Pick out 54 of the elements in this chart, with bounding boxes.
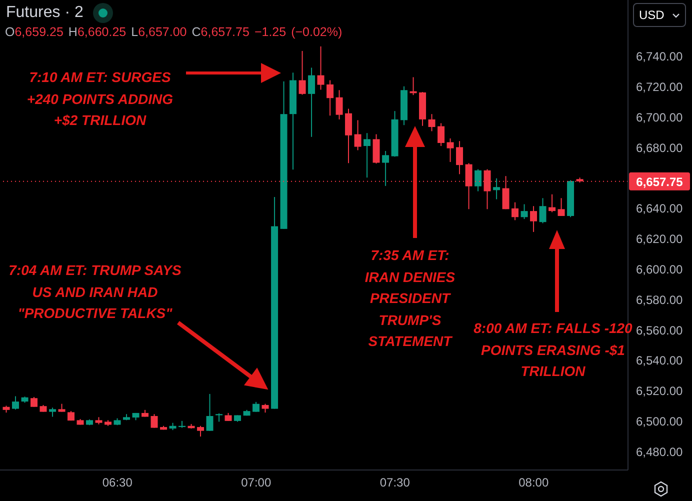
candlestick (446, 138, 454, 162)
candlestick (428, 114, 436, 132)
y-tick-label: 6,500.00 (636, 414, 684, 429)
y-tick-label: 6,580.00 (636, 292, 684, 307)
currency-dropdown: USD (633, 3, 686, 27)
y-tick-label: 6,560.00 (636, 323, 684, 338)
ref-line-label: 6,657.75 (636, 174, 684, 189)
candlestick (326, 80, 334, 116)
candlestick (548, 194, 556, 213)
annotation: 7:35 AM ET: IRAN DENIES PRESIDENT TRUMP'S STATEMENT (364, 246, 456, 351)
candlestick (12, 396, 20, 410)
y-tick-label: 6,600.00 (636, 262, 684, 276)
x-tick-label: 07:00 (241, 476, 272, 490)
text: O6,659.25 H6,660.25 L6,657.00 C6,657.75 −1.25 (−0.02%) (5, 25, 342, 39)
candlestick (364, 132, 371, 178)
x-tick-label: 07:30 (380, 476, 410, 490)
candlestick (354, 120, 362, 151)
x-tick-label: 08:00 (518, 476, 549, 490)
candlestick (197, 425, 204, 438)
candlestick (372, 134, 380, 164)
candlestick (493, 178, 500, 200)
candlestick (539, 198, 546, 224)
y-tick-label: 6,640.00 (636, 202, 684, 216)
candlestick (512, 202, 519, 221)
candlestick (336, 90, 343, 120)
candlestick (317, 46, 324, 90)
candlestick (308, 67, 316, 138)
annotation: 7:04 AM ET: TRUMP SAYS US AND IRAN HAD "PRODUCTIVE TALKS" (8, 261, 182, 323)
candlestick (530, 206, 538, 232)
candlestick (49, 407, 56, 418)
candlestick (150, 414, 158, 428)
candlestick (206, 393, 214, 432)
candlestick (30, 396, 38, 408)
y-tick-label: 6,680.00 (636, 140, 684, 155)
y-tick-label: 6,480.00 (636, 445, 684, 460)
candlestick (345, 108, 352, 164)
candlestick (520, 204, 528, 220)
y-tick-label: 6,700.00 (636, 110, 684, 124)
candlestick (438, 122, 445, 147)
x-tick-label: 06:30 (102, 476, 133, 490)
y-tick-label: 6,620.00 (636, 232, 684, 246)
candlestick (456, 140, 464, 175)
annotation: 7:10 AM ET: SURGES +240 POINTS ADDING +$2 TRILLION (26, 68, 174, 130)
y-tick-label: 6,720.00 (636, 80, 684, 94)
y-tick-label: 6,540.00 (636, 354, 684, 368)
y-tick-label: 6,520.00 (636, 384, 684, 398)
candlestick (474, 168, 482, 192)
candlestick (558, 198, 565, 216)
y-tick-label: 6,740.00 (636, 50, 684, 64)
chart-title: Futures · 2 (6, 4, 84, 22)
candlestick (252, 401, 260, 412)
annotation: 8:00 AM ET: FALLS -120 POINTS ERASING -$1 TRILLION (473, 319, 633, 381)
candlestick (382, 150, 390, 186)
candlestick (298, 50, 306, 96)
